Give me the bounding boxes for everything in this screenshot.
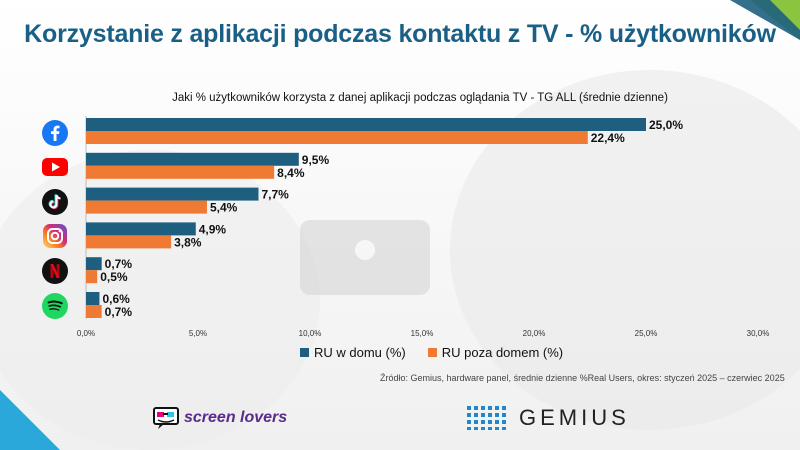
bar-facebook-home (86, 118, 646, 131)
x-tick-label: 15,0% (411, 329, 434, 338)
data-label-netflix-home: 0,7% (105, 257, 133, 271)
data-label-instagram-home: 4,9% (199, 222, 227, 236)
tiktok-icon (42, 189, 68, 215)
legend-swatch-away (427, 348, 437, 357)
bar-youtube-away (86, 165, 275, 179)
data-label-tiktok-home: 7,7% (261, 188, 289, 202)
data-label-facebook-away: 22,4% (591, 131, 625, 145)
x-tick-label: 0,0% (77, 329, 95, 338)
data-label-spotify-away: 0,7% (105, 305, 133, 319)
gemius-dots-icon (467, 406, 506, 430)
data-label-netflix-away: 0,5% (100, 270, 128, 284)
bar-facebook-away (86, 131, 588, 144)
legend-label-home: RU w domu (%) (314, 345, 406, 360)
legend-item-home: RU w domu (%) (300, 345, 406, 360)
gemius-logo: GEMIUS (467, 405, 630, 431)
screenlovers-tv-icon (153, 407, 179, 429)
legend-label-away: RU poza domem (%) (441, 345, 564, 360)
legend-swatch-home (300, 348, 309, 357)
data-label-tiktok-away: 5,4% (210, 201, 238, 215)
data-label-spotify-home: 0,6% (102, 292, 130, 306)
screenlovers-text: screen lovers (184, 409, 288, 426)
source-note: Źródło: Gemius, hardware panel, średnie … (380, 373, 785, 383)
bar-instagram-home (86, 222, 196, 236)
youtube-icon (42, 158, 68, 176)
gemius-text: GEMIUS (519, 405, 630, 430)
bar-youtube-home (86, 152, 299, 166)
bar-netflix-away (86, 270, 98, 284)
x-tick-label: 10,0% (299, 329, 322, 338)
x-tick-label: 5,0% (189, 329, 207, 338)
instagram-icon (43, 224, 67, 248)
netflix-icon (42, 258, 68, 284)
facebook-icon (42, 120, 68, 146)
legend-item-away: RU poza domem (%) (427, 345, 564, 360)
x-tick-label: 30,0% (747, 329, 770, 338)
chart-legend: RU w domu (%) RU poza domem (%) (300, 345, 563, 360)
corner-accent-top-right (730, 0, 800, 40)
bar-instagram-away (86, 235, 172, 249)
data-label-youtube-home: 9,5% (302, 153, 330, 167)
corner-accent-bottom-left (0, 390, 60, 450)
bar-tiktok-away (86, 200, 207, 214)
data-label-youtube-away: 8,4% (277, 166, 305, 180)
bar-spotify-away (86, 305, 102, 318)
chart-subtitle: Jaki % użytkowników korzysta z danej apl… (172, 92, 668, 104)
page-title: Korzystanie z aplikacji podczas kontaktu… (24, 20, 776, 48)
data-label-facebook-home: 25,0% (649, 118, 683, 132)
screenlovers-logo: screen lovers (152, 405, 287, 431)
spotify-icon (42, 293, 68, 319)
bar-spotify-home (86, 292, 100, 305)
x-tick-label: 20,0% (523, 329, 546, 338)
bar-netflix-home (86, 257, 102, 271)
data-label-instagram-away: 3,8% (174, 235, 202, 249)
bar-tiktok-home (86, 187, 259, 201)
x-tick-label: 25,0% (635, 329, 658, 338)
